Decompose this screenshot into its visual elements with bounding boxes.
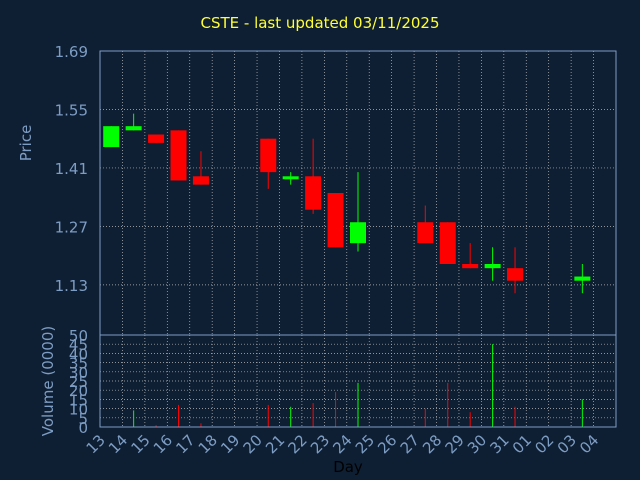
- candle-body: [305, 176, 322, 210]
- price-tick-label: 1.41: [55, 160, 88, 178]
- x-tick-label: 04: [576, 431, 602, 457]
- volume-axis-title: Volume (0000): [39, 326, 57, 436]
- volume-tick-label: 25: [69, 373, 88, 391]
- candle-body: [125, 126, 142, 131]
- volume-tick-label: 15: [69, 391, 88, 409]
- candle-body: [350, 222, 366, 244]
- candle-body: [260, 138, 277, 173]
- candle-body: [192, 176, 209, 185]
- chart-title: CSTE - last updated 03/11/2025: [200, 14, 440, 32]
- candle-body: [417, 222, 434, 244]
- candle-body: [327, 193, 344, 248]
- candle-body: [148, 134, 165, 143]
- volume-tick-label: 10: [69, 401, 88, 419]
- price-tick-label: 1.13: [55, 277, 88, 295]
- volume-tick-label: 45: [69, 336, 88, 354]
- volume-tick-label: 40: [69, 345, 88, 363]
- volume-tick-label: 0: [78, 419, 88, 437]
- price-axis-title: Price: [17, 125, 35, 162]
- candle-body: [507, 268, 524, 281]
- price-tick-label: 1.69: [55, 43, 88, 61]
- candle-body: [103, 126, 120, 148]
- volume-tick-label: 35: [69, 355, 88, 373]
- candle-body: [170, 130, 187, 181]
- candle-body: [282, 176, 299, 180]
- candle-body: [574, 276, 591, 281]
- candle-body: [462, 264, 479, 269]
- candle-body: [484, 264, 501, 269]
- candle-body: [439, 222, 456, 264]
- volume-tick-label: 20: [69, 382, 88, 400]
- x-axis-title: Day: [333, 458, 363, 476]
- volume-tick-label: 30: [69, 364, 88, 382]
- volume-tick-label: 50: [69, 327, 88, 345]
- price-tick-label: 1.27: [55, 218, 88, 236]
- price-tick-label: 1.55: [55, 101, 88, 119]
- volume-tick-label: 5: [78, 410, 88, 428]
- volume-plot-frame: [99, 334, 617, 428]
